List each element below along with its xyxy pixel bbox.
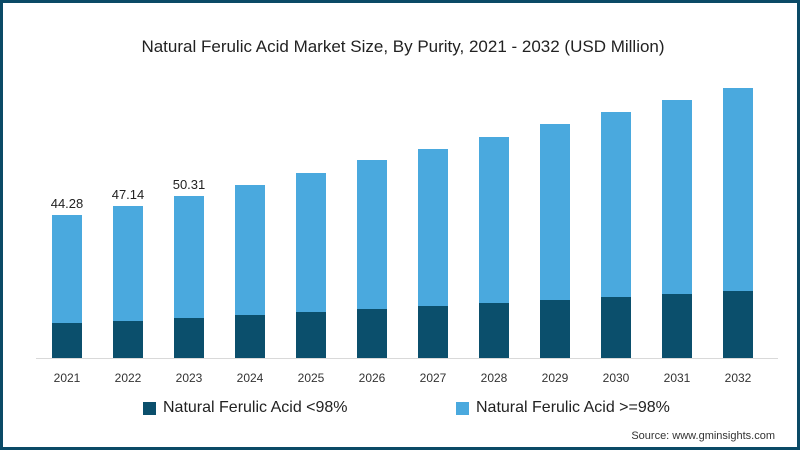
bar-2028 <box>479 137 509 358</box>
legend-label-low-purity: Natural Ferulic Acid <98% <box>163 399 348 416</box>
data-label: 50.31 <box>172 176 206 192</box>
bar-segment-high-purity <box>296 172 326 313</box>
x-tick-label: 2024 <box>236 371 264 385</box>
bar-segment-high-purity <box>357 160 387 309</box>
bar-segment-high-purity <box>174 195 204 318</box>
x-tick-label: 2030 <box>602 371 630 385</box>
bar-segment-high-purity <box>723 88 753 292</box>
bar-segment-low-purity <box>113 320 143 358</box>
x-tick-label: 2023 <box>175 371 203 385</box>
source-note: Source: www.gminsights.com <box>631 430 775 442</box>
bar-2027 <box>418 149 448 358</box>
bar-segment-high-purity <box>601 111 631 297</box>
bar-segment-low-purity <box>52 323 82 358</box>
x-tick-label: 2027 <box>419 371 447 385</box>
data-label: 44.28 <box>50 196 84 211</box>
bar-segment-high-purity <box>418 149 448 306</box>
bar-2023 <box>174 195 204 358</box>
bar-2032 <box>723 88 753 358</box>
x-tick-label: 2032 <box>724 371 752 385</box>
legend-item-high-purity: Natural Ferulic Acid >=98% <box>456 399 670 417</box>
x-tick-label: 2021 <box>53 371 81 385</box>
bar-2025 <box>296 172 326 358</box>
bar-segment-low-purity <box>540 299 570 358</box>
bar-segment-high-purity <box>52 215 82 324</box>
bar-segment-low-purity <box>723 291 753 358</box>
bar-segment-high-purity <box>113 205 143 321</box>
x-axis-line <box>36 358 778 359</box>
bar-2022 <box>113 205 143 358</box>
plot-area: 2021 2022 2023 2024 2025 2026 2027 2028 2029 2030… <box>3 3 800 453</box>
x-tick-label: 2026 <box>358 371 386 385</box>
bar-segment-high-purity <box>235 184 265 316</box>
x-tick-label: 2022 <box>114 371 142 385</box>
bar-segment-low-purity <box>662 294 692 358</box>
x-tick-label: 2031 <box>663 371 691 385</box>
bar-segment-low-purity <box>418 305 448 358</box>
bar-segment-high-purity <box>662 99 692 295</box>
x-tick-label: 2029 <box>541 371 569 385</box>
bar-segment-high-purity <box>479 137 509 304</box>
data-label: 47.14 <box>111 186 145 202</box>
bar-segment-low-purity <box>357 308 387 358</box>
bar-2024 <box>235 184 265 358</box>
bar-segment-low-purity <box>479 303 509 358</box>
bar-2029 <box>540 124 570 358</box>
x-tick-label: 2028 <box>480 371 508 385</box>
bar-segment-low-purity <box>601 296 631 358</box>
bar-2021 <box>52 215 82 358</box>
bar-2026 <box>357 160 387 358</box>
x-tick-label: 2025 <box>297 371 325 385</box>
legend-label-high-purity: Natural Ferulic Acid >=98% <box>476 399 670 416</box>
bar-segment-low-purity <box>235 315 265 358</box>
chart-title: Natural Ferulic Acid Market Size, By Pur… <box>141 37 665 56</box>
bar-segment-high-purity <box>540 124 570 300</box>
bar-2031 <box>662 99 692 358</box>
legend-item-low-purity: Natural Ferulic Acid <98% <box>143 399 348 417</box>
bar-segment-low-purity <box>296 312 326 358</box>
bar-segment-low-purity <box>174 317 204 358</box>
bar-2030 <box>601 111 631 358</box>
legend-swatch-high-purity <box>456 401 469 415</box>
legend-swatch-low-purity <box>143 401 156 415</box>
